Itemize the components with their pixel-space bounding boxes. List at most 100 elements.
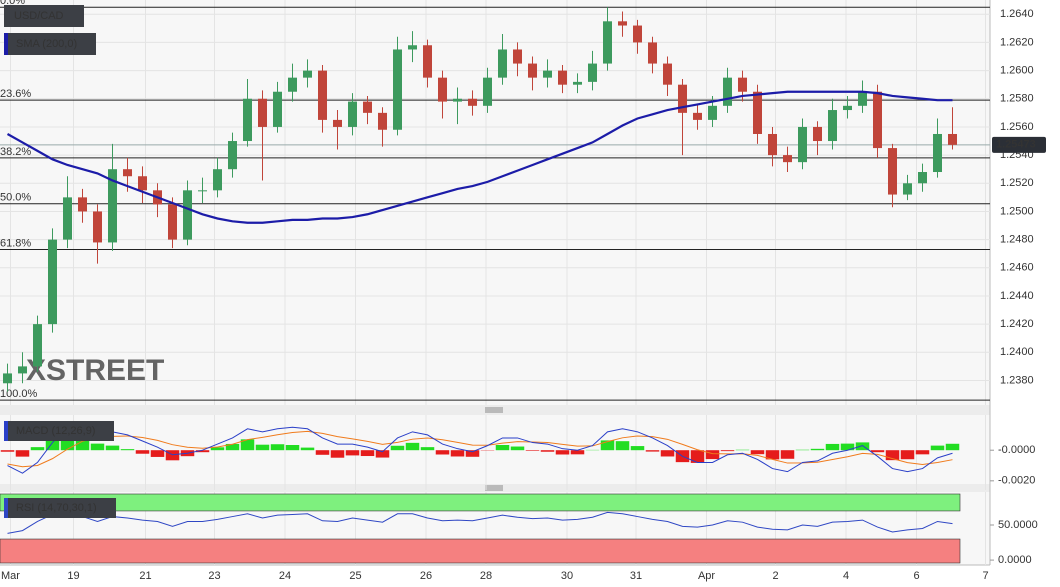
- candle-body: [48, 239, 57, 325]
- legend-box: [4, 33, 96, 55]
- candle-body: [423, 45, 432, 78]
- histogram-bar: [315, 450, 330, 455]
- candle-body: [543, 70, 552, 78]
- histogram-bar: [300, 447, 315, 451]
- histogram-bar: [915, 450, 930, 455]
- legend-label: RSI (14,70,30,1): [16, 502, 97, 514]
- histogram-bar: [405, 442, 420, 451]
- y-tick-label: 50.0000: [998, 519, 1038, 531]
- legend-swatch: [4, 421, 8, 441]
- y-tick-label: -0.0020: [998, 475, 1035, 487]
- histogram-bar: [765, 450, 780, 460]
- histogram-bar: [495, 445, 510, 451]
- x-tick-label: 21: [139, 570, 151, 582]
- histogram-bar: [840, 443, 855, 451]
- y-tick-label: 0.0000: [998, 554, 1032, 566]
- candle-body: [738, 77, 747, 92]
- candle-body: [183, 190, 192, 240]
- watermark: XSTREET: [26, 354, 164, 387]
- candle-body: [813, 126, 822, 142]
- histogram-bar: [510, 446, 525, 451]
- candle-body: [558, 70, 567, 85]
- candle-body: [138, 176, 147, 191]
- histogram-bar: [870, 450, 885, 453]
- histogram-bar: [225, 443, 240, 451]
- candle-body: [33, 324, 42, 367]
- overbought-zone: [0, 493, 961, 512]
- candle-body: [843, 105, 852, 111]
- candle-body: [318, 70, 327, 120]
- candle-body: [573, 81, 582, 85]
- candle-body: [903, 183, 912, 195]
- x-tick-label: 25: [349, 570, 361, 582]
- fib-label: 100.0%: [0, 388, 38, 400]
- histogram-bar: [375, 450, 390, 458]
- histogram-bar: [780, 450, 795, 459]
- x-tick-label: 2: [772, 570, 778, 582]
- histogram-bar: [210, 447, 225, 451]
- histogram-bar: [615, 441, 630, 451]
- candle-body: [408, 45, 417, 50]
- y-tick-label: 1.2420: [1000, 318, 1034, 330]
- candle-body: [603, 21, 612, 64]
- candle-body: [78, 197, 87, 212]
- candle-body: [693, 112, 702, 120]
- histogram-bar: [705, 450, 720, 460]
- histogram-bar: [525, 450, 540, 451]
- histogram-bar: [885, 450, 900, 461]
- candle-body: [873, 91, 882, 149]
- x-tick-label: Mar: [1, 570, 20, 582]
- candle-body: [168, 204, 177, 240]
- x-tick-label: 6: [913, 570, 919, 582]
- candle-body: [18, 366, 27, 374]
- candle-body: [393, 49, 402, 130]
- macd-line: [7, 422, 953, 474]
- histogram-bar: [810, 448, 825, 451]
- candle-body: [858, 91, 867, 106]
- x-tick-label: 4: [843, 570, 849, 582]
- last-price-box: [992, 136, 1046, 153]
- histogram-bar: [120, 449, 135, 451]
- y-tick-label: 1.2620: [1000, 36, 1034, 48]
- histogram-bar: [285, 445, 300, 451]
- histogram-bar: [570, 450, 585, 455]
- candle-body: [768, 133, 777, 156]
- candle-body: [753, 91, 762, 134]
- candle-body: [453, 98, 462, 102]
- candle-body: [198, 190, 207, 192]
- candle-body: [228, 141, 237, 170]
- candle-body: [618, 21, 627, 26]
- histogram-bar: [255, 444, 270, 451]
- legend-label: SMA (200,0): [16, 38, 77, 50]
- y-tick-label: 1.2440: [1000, 290, 1034, 302]
- histogram-bar: [390, 445, 405, 451]
- candle-body: [483, 77, 492, 106]
- histogram-bar: [105, 445, 120, 451]
- legend-label: USD/CAD: [14, 10, 64, 22]
- candle-body: [648, 42, 657, 64]
- x-tick-label: 19: [67, 570, 79, 582]
- panel-separator[interactable]: [0, 484, 990, 492]
- candle-body: [723, 77, 732, 106]
- y-tick-label: 1.2460: [1000, 262, 1034, 274]
- histogram-bar: [690, 450, 705, 463]
- legend-swatch: [4, 498, 8, 518]
- candle-body: [378, 112, 387, 130]
- rsi-line: [7, 511, 953, 534]
- candle-body: [918, 172, 927, 184]
- histogram-bar: [195, 450, 210, 453]
- histogram-bar: [30, 447, 45, 451]
- legend-box: [4, 5, 84, 27]
- panel-separator[interactable]: [0, 405, 990, 415]
- candle-body: [498, 49, 507, 78]
- candle-body: [513, 49, 522, 64]
- candle-body: [663, 63, 672, 85]
- candle-body: [273, 91, 282, 127]
- y-tick-label: 1.2500: [1000, 205, 1034, 217]
- y-tick-label: 1.2600: [1000, 65, 1034, 77]
- candle-body: [288, 77, 297, 92]
- price-panel: [0, 0, 990, 405]
- sma-line: [6, 90, 953, 224]
- x-tick-label: 24: [279, 570, 291, 582]
- histogram-bar: [930, 445, 945, 451]
